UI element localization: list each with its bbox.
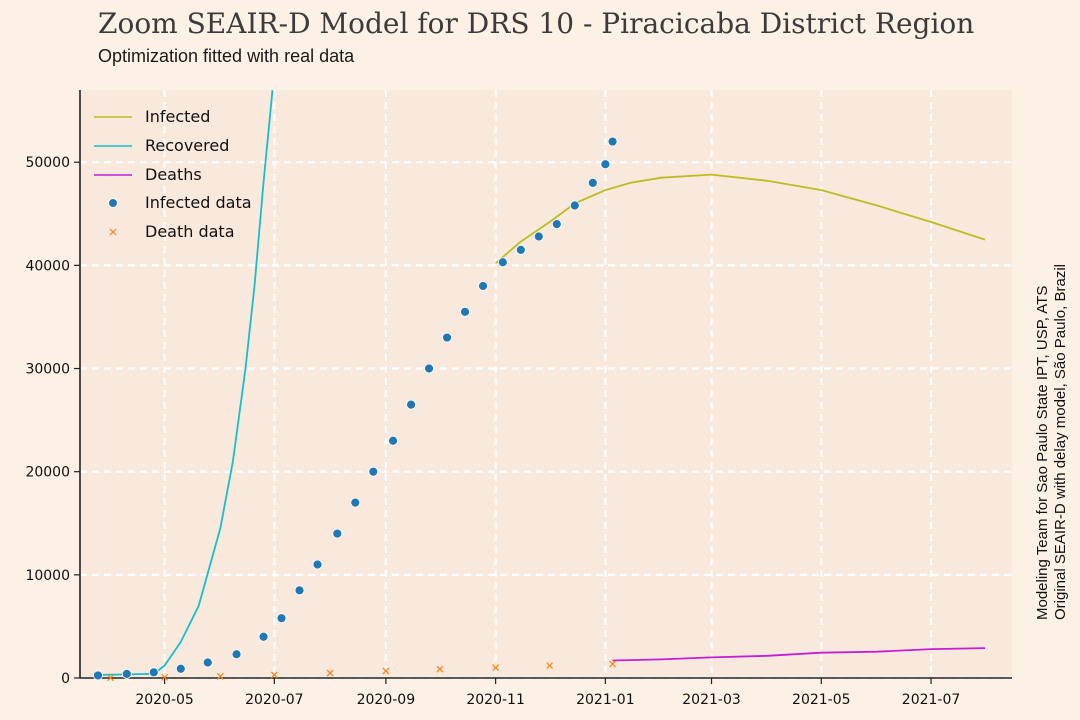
data-point-death-data — [492, 664, 500, 672]
x-tick-label: 2020-07 — [245, 692, 304, 708]
grid — [80, 90, 1012, 680]
data-point-infected-data — [569, 200, 580, 211]
x-tick-label: 2020-11 — [466, 692, 525, 708]
data-point-infected-data — [533, 231, 544, 242]
data-point-death-data — [546, 662, 554, 670]
plot-area — [80, 90, 1012, 678]
data-point-infected-data — [424, 363, 434, 374]
data-point-infected-data — [460, 306, 470, 317]
data-point-death-data — [436, 665, 444, 673]
series-line-recovered — [97, 89, 274, 676]
y-tick-label: 0 — [61, 671, 70, 687]
data-point-infected-data — [406, 399, 416, 410]
data-point-death-data — [107, 674, 115, 682]
data-point-death-data — [609, 660, 616, 668]
y-tick-label: 50000 — [25, 155, 70, 171]
data-point-infected-data — [294, 585, 305, 596]
data-point-infected-data — [121, 668, 132, 679]
chart-marks — [93, 89, 986, 682]
data-point-infected-data — [231, 649, 242, 660]
data-point-death-data — [161, 673, 168, 681]
data-point-infected-data — [607, 136, 618, 147]
data-point-infected-data — [93, 670, 103, 681]
x-tick-label: 2021-07 — [902, 692, 961, 708]
legend-label-infected: Infected — [145, 107, 210, 126]
legend-label-recovered: Recovered — [145, 136, 229, 155]
x-tick-label: 2021-01 — [576, 692, 635, 708]
legend-marker-infected-data — [108, 198, 118, 208]
data-point-infected-data — [478, 281, 488, 291]
data-point-death-data — [326, 669, 334, 677]
legend-label-infected-data: Infected data — [145, 193, 252, 212]
data-point-infected-data — [497, 257, 508, 268]
legend: Infected Recovered Deaths Infected data … — [94, 107, 252, 241]
y-tick-label: 20000 — [25, 465, 70, 481]
data-point-infected-data — [551, 219, 562, 230]
data-point-death-data — [216, 673, 224, 680]
data-point-infected-data — [600, 159, 611, 170]
y-tick-label: 40000 — [25, 258, 70, 274]
data-point-infected-data — [587, 177, 598, 188]
data-point-infected-data — [276, 613, 287, 624]
data-point-infected-data — [202, 657, 213, 668]
data-point-infected-data — [442, 332, 452, 343]
data-point-infected-data — [515, 244, 526, 255]
data-point-infected-data — [368, 466, 379, 477]
series-line-deaths — [612, 647, 986, 662]
data-point-death-data — [382, 667, 390, 675]
chart-subtitle: Optimization fitted with real data — [98, 46, 355, 66]
data-point-infected-data — [148, 667, 159, 678]
chart-title: Zoom SEAIR-D Model for DRS 10 - Piracica… — [98, 7, 974, 40]
data-point-infected-data — [350, 497, 361, 508]
legend-marker-death-data — [109, 228, 117, 236]
legend-label-deaths: Deaths — [145, 165, 202, 184]
data-point-infected-data — [388, 435, 398, 446]
series-line-infected — [495, 173, 986, 264]
axes: 2020-05 2020-07 2020-09 2020-11 2021-01 2021-… — [25, 90, 1012, 708]
x-tick-label: 2021-03 — [682, 692, 741, 708]
x-tick-label: 2021-05 — [792, 692, 851, 708]
data-point-death-data — [270, 671, 278, 679]
x-tick-label: 2020-09 — [357, 692, 416, 708]
side-note-line-1: Modeling Team for Sao Paulo State IPT, U… — [1034, 286, 1051, 620]
data-point-infected-data — [175, 663, 186, 674]
side-note-line-2: Original SEAIR-D with delay model, São P… — [1052, 264, 1069, 620]
x-tick-label: 2020-05 — [135, 692, 194, 708]
data-point-infected-data — [258, 631, 269, 642]
data-point-infected-data — [312, 559, 323, 570]
side-note: Modeling Team for Sao Paulo State IPT, U… — [1034, 264, 1069, 620]
y-tick-label: 30000 — [25, 362, 70, 378]
legend-label-death-data: Death data — [145, 222, 235, 241]
y-tick-label: 10000 — [25, 568, 70, 584]
data-point-infected-data — [332, 528, 343, 539]
